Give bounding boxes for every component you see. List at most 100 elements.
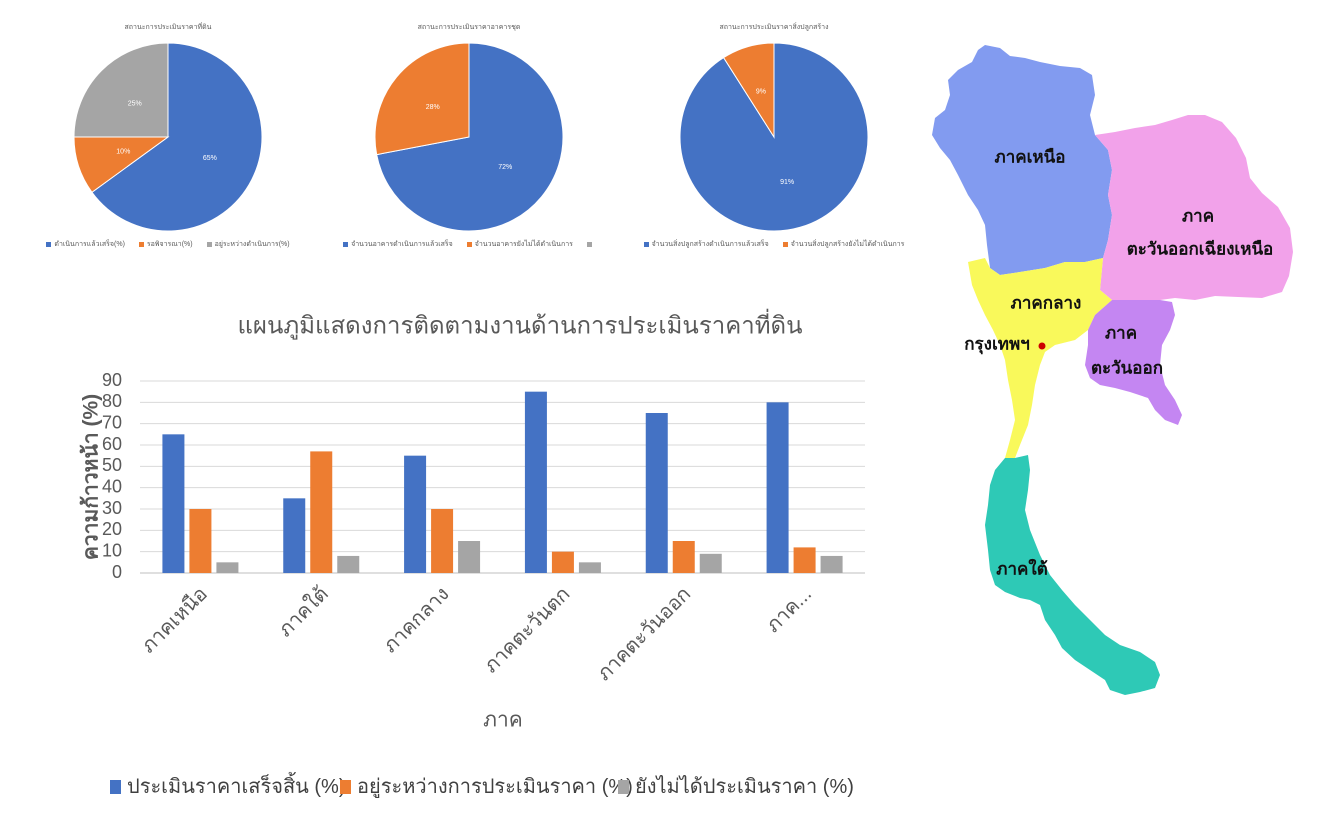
y-tick-label: 0: [112, 562, 122, 582]
legend-swatch: [340, 780, 351, 794]
pie-legend: จำนวนสิ่งปลูกสร้างดำเนินการแล้วเสร็จ จำนว…: [624, 240, 924, 249]
pie-legend-label: จำนวนสิ่งปลูกสร้างดำเนินการแล้วเสร็จ: [651, 241, 769, 248]
bar: [458, 541, 481, 573]
legend-label: อยู่ระหว่างการประเมินราคา (%): [357, 776, 633, 798]
bar: [793, 547, 816, 573]
legend-swatch: [138, 242, 144, 247]
map-region-north: [932, 45, 1112, 275]
x-category-label: ภาคเหนือ: [137, 583, 212, 658]
bar: [645, 413, 668, 573]
legend-swatch: [110, 780, 121, 794]
pie-plot: 65% 10% 25%: [73, 42, 263, 232]
bar: [404, 455, 427, 573]
pie-slice: [374, 42, 470, 156]
map-label-north: ภาคเหนือ: [995, 146, 1066, 166]
pie-data-label: 9%: [756, 89, 766, 96]
pie-plot: 91% 9%: [679, 42, 869, 232]
pie-slice: [91, 42, 263, 232]
pie-slice: [73, 42, 169, 138]
pie-legend-label: จำนวนอาคารดำเนินการแล้วเสร็จ: [351, 241, 453, 248]
pie-legend-item: จำนวนอาคารดำเนินการแล้วเสร็จ: [343, 240, 453, 249]
y-tick-label: 50: [102, 455, 122, 475]
pie-data-label: 65%: [203, 155, 217, 162]
map-label-northeast-line2: ตะวันออกเฉียงเหนือ: [1127, 238, 1274, 258]
legend-swatch: [343, 242, 349, 247]
map-label-central: ภาคกลาง: [1011, 293, 1082, 312]
legend-swatch: [643, 242, 649, 247]
pie-legend: จำนวนอาคารดำเนินการแล้วเสร็จ จำนวนอาคารยั…: [319, 240, 619, 249]
pie-data-label: 10%: [116, 148, 130, 155]
pie-data-label: 25%: [128, 101, 142, 108]
pie-legend: ดำเนินการแล้วเสร็จ(%) รอพิจารณา(%) อยู่ระห…: [18, 240, 318, 249]
bar: [551, 551, 574, 573]
pie-slice: [376, 42, 564, 232]
y-axis-title: ความก้าวหน้า (%): [79, 394, 103, 560]
bar: [578, 562, 601, 573]
pie-title: สถานะการประเมินราคาสิ่งปลูกสร้าง: [719, 24, 829, 31]
pie-chart-land: สถานะการประเมินราคาที่ดิน 65% 10% 25% ดำเน…: [18, 0, 318, 260]
bar: [216, 562, 239, 573]
bar: [310, 451, 333, 573]
legend-swatch: [206, 242, 212, 247]
map-region-south: [985, 455, 1160, 695]
bar-chart-title: แผนภูมิแสดงการติดตามงานด้านการประเมินราค…: [237, 308, 802, 340]
legend-swatch: [586, 242, 592, 247]
bar: [189, 509, 212, 573]
pie-data-label: 28%: [426, 104, 440, 111]
x-axis-title: ภาค: [483, 709, 523, 732]
map-label-northeast-line1: ภาค: [1182, 206, 1214, 225]
map-label-bangkok: กรุงเทพฯ: [964, 334, 1030, 354]
y-tick-label: 60: [102, 434, 122, 454]
pie-title: สถานะการประเมินราคาอาคารชุด: [417, 24, 521, 31]
pie-title: สถานะการประเมินราคาที่ดิน: [124, 24, 212, 31]
pie-plot: 72% 28%: [374, 42, 564, 232]
bar-legend-item: อยู่ระหว่างการประเมินราคา (%): [340, 775, 633, 799]
legend-swatch: [782, 242, 788, 247]
bar: [820, 555, 843, 573]
pie-legend-item: รอพิจารณา(%): [138, 240, 193, 249]
y-tick-label: 70: [102, 412, 122, 432]
x-category-label: ภาคใต้: [274, 582, 333, 641]
map-label-east-line1: ภาค: [1105, 323, 1137, 342]
pie-legend-item: อยู่ระหว่างดำเนินการ(%): [206, 240, 290, 249]
bar: [337, 555, 360, 573]
gridlines: [140, 380, 865, 574]
pie-legend-label: จำนวนอาคารยังไม่ได้ดำเนินการ: [474, 241, 573, 248]
bar: [766, 402, 789, 573]
y-tick-label: 80: [102, 391, 122, 411]
pie-legend-label: รอพิจารณา(%): [146, 241, 193, 248]
x-category-label: ภาคตะวันออก: [593, 583, 695, 685]
map-label-east-line2: ตะวันออก: [1091, 358, 1163, 377]
pie-legend-label: อยู่ระหว่างดำเนินการ(%): [214, 241, 290, 248]
pie-chart-buildings: สถานะการประเมินราคาสิ่งปลูกสร้าง 91% 9% จ…: [624, 0, 924, 260]
y-tick-label: 30: [102, 498, 122, 518]
y-tick-label: 90: [102, 370, 122, 390]
pie-legend-item: จำนวนสิ่งปลูกสร้างยังไม่ได้ดำเนินการ: [782, 240, 905, 249]
pie-legend-item: [586, 240, 595, 249]
legend-swatch: [466, 242, 472, 247]
bar: [431, 509, 454, 573]
legend-swatch: [618, 780, 629, 794]
map-region-east: [1085, 300, 1182, 425]
bar: [162, 434, 185, 573]
pie-data-label: 91%: [780, 179, 794, 186]
map-region-northeast: [1095, 115, 1293, 300]
pie-legend-item: จำนวนอาคารยังไม่ได้ดำเนินการ: [466, 240, 573, 249]
map-region-central: [968, 258, 1112, 458]
bar: [524, 391, 547, 573]
pie-data-label: 72%: [498, 164, 512, 171]
x-category-label: ภาคตะวันตก: [480, 583, 574, 677]
bar-legend-item: ประเมินราคาเสร็จสิ้น (%): [110, 775, 346, 799]
pie-legend-label: จำนวนสิ่งปลูกสร้างยังไม่ได้ดำเนินการ: [790, 241, 905, 248]
x-category-label: ภาค...: [762, 583, 816, 637]
bar: [699, 553, 722, 573]
y-tick-label: 40: [102, 476, 122, 496]
pie-legend-label: ดำเนินการแล้วเสร็จ(%): [54, 241, 125, 248]
pie-slice: [722, 42, 775, 139]
y-tick-label: 10: [102, 540, 122, 560]
pie-legend-item: จำนวนสิ่งปลูกสร้างดำเนินการแล้วเสร็จ: [643, 240, 769, 249]
bar-legend-item: ยังไม่ได้ประเมินราคา (%): [618, 775, 854, 799]
legend-label: ยังไม่ได้ประเมินราคา (%): [635, 776, 854, 798]
pie-chart-condominium: สถานะการประเมินราคาอาคารชุด 72% 28% จำนวน…: [319, 0, 619, 260]
